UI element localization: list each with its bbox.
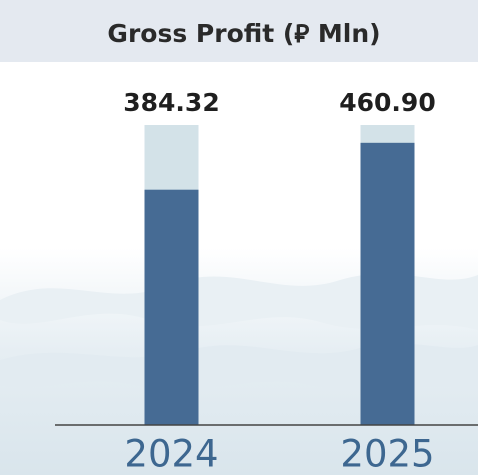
wave	[0, 273, 478, 330]
bar	[144, 189, 199, 425]
wave	[0, 343, 478, 391]
x-tick-label: 2025	[340, 433, 434, 475]
x-tick-label: 2024	[124, 433, 218, 475]
value-label: 460.90	[339, 88, 435, 117]
bar	[360, 142, 415, 425]
title-band	[0, 0, 478, 62]
value-label: 384.32	[123, 88, 219, 117]
chart-title: Gross Profit (⃁ Mln)	[107, 19, 380, 48]
